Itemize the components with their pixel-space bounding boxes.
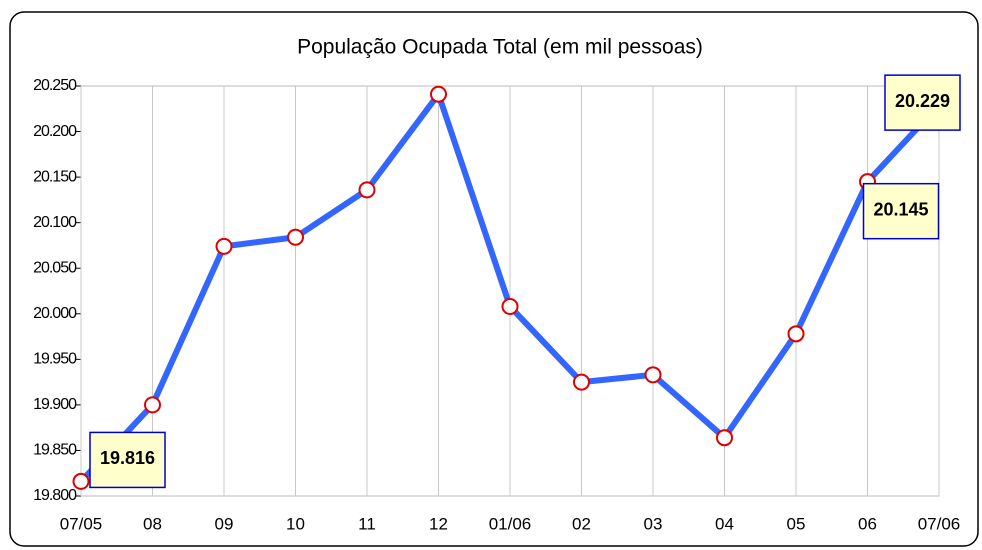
data-label-box [89,431,166,489]
data-label: 19.816 [100,448,155,468]
data-label-box [884,74,961,131]
y-tick-label: 19.850 [33,442,77,459]
x-tick-label: 05 [787,514,806,533]
marker [716,429,733,447]
y-tick-label: 20.000 [33,305,77,322]
marker [573,373,590,391]
y-tick-label: 19.800 [33,487,77,504]
x-tick-label: 07/06 [918,514,961,533]
y-tick-label: 19.950 [33,351,77,368]
marker [644,366,662,384]
y-tick-label: 19.900 [33,396,77,413]
y-tick-label: 20.250 [33,77,77,94]
marker [144,396,161,414]
x-tick-label: 12 [429,514,448,533]
chart-title: População Ocupada Total (em mil pessoas) [297,36,703,59]
y-tick-label: 20.050 [33,259,77,276]
data-label: 20.229 [895,91,950,111]
marker [501,297,519,315]
marker [430,85,447,103]
x-tick-label: 01/06 [489,514,532,533]
y-tick-label: 20.200 [33,123,77,140]
x-tick-label: 06 [858,514,877,533]
marker [215,237,233,255]
x-tick-label: 09 [215,514,234,533]
x-tick-label: 03 [644,514,663,533]
y-tick-label: 20.150 [33,168,77,185]
x-tick-label: 10 [286,514,305,533]
x-tick-label: 11 [358,514,376,533]
marker [358,181,376,199]
chart-frame [9,11,979,547]
x-tick-label: 02 [572,514,591,533]
x-tick-label: 08 [143,514,162,533]
x-tick-label: 07/05 [60,514,103,533]
marker [72,472,90,490]
marker [287,228,304,246]
marker [787,325,805,343]
data-label: 20.145 [873,199,928,219]
y-tick-label: 20.100 [33,214,77,231]
x-tick-label: 04 [715,514,734,533]
data-label-box [862,182,940,240]
